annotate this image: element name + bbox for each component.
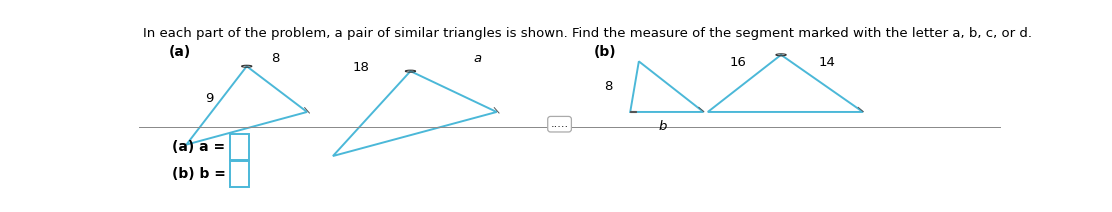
Text: 9: 9 [206,92,214,105]
Text: b: b [658,120,667,133]
Text: 8: 8 [605,80,613,93]
Text: (b) b =: (b) b = [171,167,226,181]
Text: In each part of the problem, a pair of similar triangles is shown. Find the meas: In each part of the problem, a pair of s… [143,27,1032,40]
Text: a: a [474,52,481,65]
Text: 8: 8 [271,52,279,65]
Text: 18: 18 [353,61,370,74]
Text: (a) a =: (a) a = [171,140,225,154]
Text: 14: 14 [818,56,835,70]
Text: 16: 16 [729,56,746,70]
FancyBboxPatch shape [230,161,249,187]
Text: (b): (b) [594,45,617,59]
FancyBboxPatch shape [230,134,249,160]
Text: .....: ..... [550,119,568,129]
Text: (a): (a) [169,45,191,59]
